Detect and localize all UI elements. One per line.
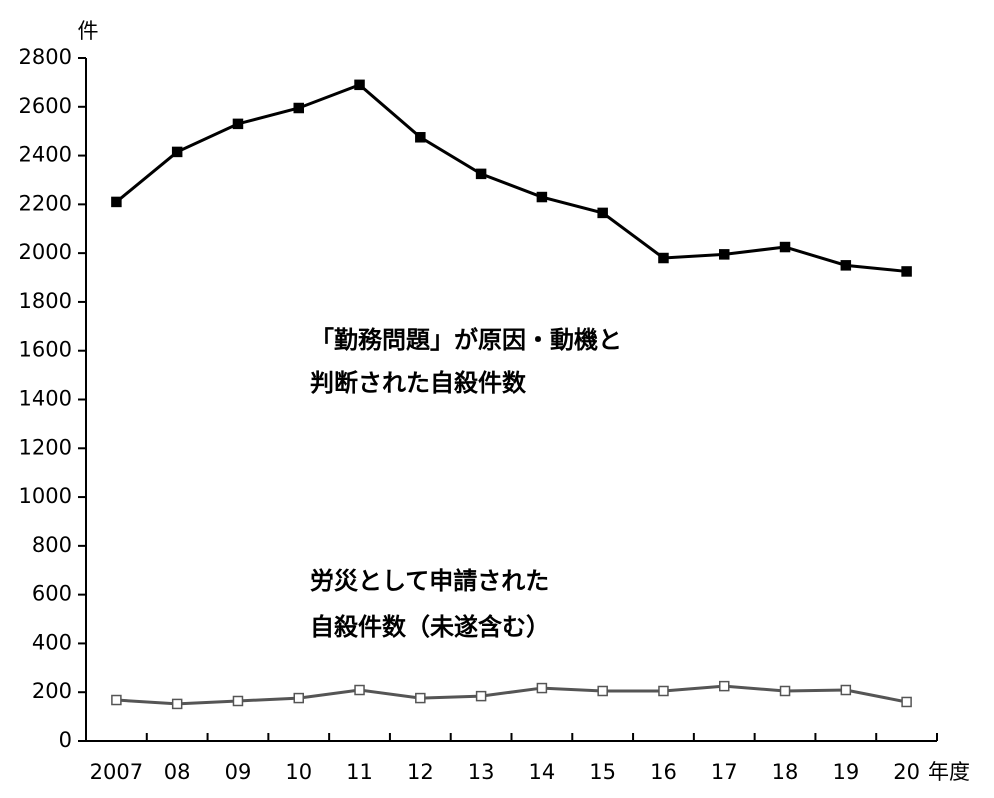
- y-tick-label: 1000: [19, 484, 72, 508]
- marker: [475, 168, 487, 180]
- marker: [901, 266, 912, 277]
- y-tick-label: 2000: [19, 240, 72, 264]
- marker: [475, 690, 487, 702]
- x-tick-label: 16: [650, 760, 677, 784]
- series-label: 労災として申請された: [310, 567, 549, 595]
- marker: [415, 692, 426, 704]
- series-label: 判断された自殺件数: [310, 369, 527, 397]
- series-line: [116, 684, 907, 706]
- x-tick-label: 14: [529, 760, 556, 784]
- marker: [536, 682, 548, 694]
- marker: [597, 207, 608, 219]
- y-tick-label: 1400: [19, 387, 72, 411]
- marker: [354, 684, 365, 696]
- y-tick-label: 2600: [19, 94, 72, 118]
- x-tick-label: 12: [407, 760, 434, 784]
- marker: [111, 196, 122, 208]
- marker: [171, 698, 183, 710]
- x-tick-label: 18: [772, 760, 799, 784]
- x-tick-label: 17: [711, 760, 738, 784]
- x-tick-label: 15: [589, 760, 616, 784]
- marker: [658, 685, 669, 697]
- marker: [111, 694, 122, 706]
- y-tick-label: 800: [32, 533, 72, 557]
- y-tick-label: 1600: [19, 338, 72, 362]
- series-label: 自殺件数（未遂含む）: [310, 613, 550, 641]
- marker: [536, 191, 548, 203]
- marker: [597, 685, 608, 697]
- y-tick-label: 600: [32, 582, 72, 606]
- y-tick-label: 2800: [19, 45, 72, 69]
- marker: [232, 118, 244, 130]
- x-tick-label: 11: [346, 760, 373, 784]
- x-tick-label: 09: [225, 760, 252, 784]
- y-tick-label: 400: [32, 630, 72, 654]
- marker: [415, 132, 426, 143]
- marker: [719, 680, 730, 692]
- y-tick-label: 1800: [19, 289, 72, 313]
- marker: [840, 260, 852, 271]
- x-tick-label: 08: [164, 760, 191, 784]
- series-line: [115, 83, 907, 273]
- marker: [293, 102, 304, 114]
- y-tick-label: 0: [59, 728, 72, 752]
- x-tick-label: 10: [285, 760, 312, 784]
- marker: [658, 252, 669, 264]
- y-tick-label: 2200: [19, 191, 72, 215]
- x-unit: 年度: [928, 760, 970, 784]
- marker: [232, 695, 244, 707]
- x-tick-label: 20: [893, 760, 920, 784]
- marker: [779, 241, 791, 253]
- marker: [901, 696, 912, 708]
- x-tick-label: 19: [832, 760, 859, 784]
- x-tick-label: 13: [468, 760, 495, 784]
- x-tick-label: 2007: [90, 760, 143, 784]
- y-unit: 件: [78, 19, 99, 43]
- series-label: 「勤務問題」が原因・動機と: [310, 326, 622, 354]
- y-tick-label: 2400: [19, 143, 72, 167]
- marker: [719, 249, 730, 260]
- marker: [354, 79, 365, 91]
- y-tick-label: 1200: [19, 435, 72, 459]
- marker: [779, 685, 791, 697]
- y-tick-label: 200: [32, 679, 72, 703]
- marker: [840, 684, 852, 696]
- marker: [171, 146, 183, 158]
- marker: [293, 692, 304, 704]
